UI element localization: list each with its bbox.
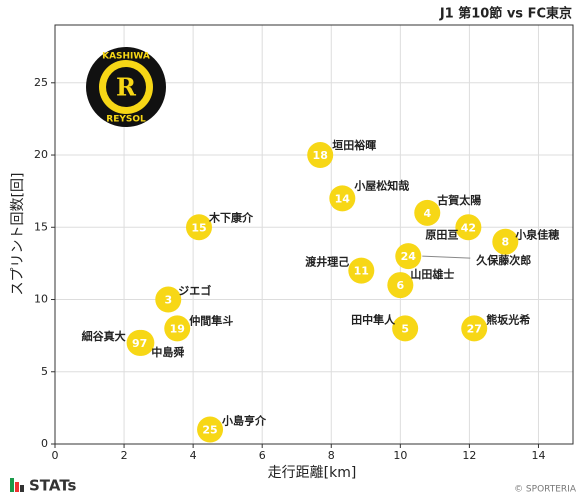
chart-title: J1 第10節 vs FC東京: [439, 6, 572, 22]
y-tick-label: 5: [41, 365, 48, 378]
point-number: 11: [354, 265, 369, 278]
y-tick-label: 15: [34, 220, 48, 233]
point: [492, 228, 519, 255]
player-point: 3 ジエゴ: [155, 284, 211, 313]
y-tick-label: 0: [41, 437, 48, 450]
point-label: 山田雄士: [410, 267, 454, 281]
point: [395, 243, 422, 270]
point-number: 42: [461, 221, 476, 234]
point-number: 3: [164, 294, 172, 307]
point-label: 中島舜: [151, 345, 184, 359]
player-point: 11 渡井理己: [305, 255, 375, 284]
player-point: 18 垣田裕暉: [307, 138, 376, 169]
y-tick-label: 25: [34, 76, 48, 89]
player-point: 4 古賀太陽: [414, 193, 481, 226]
logo-bar: [15, 482, 19, 492]
logo: KASHIWA REYSOL R: [86, 47, 166, 127]
logo-core: [106, 67, 146, 107]
point-number: 24: [401, 250, 417, 263]
leader-line: [422, 255, 471, 259]
x-tick-label: 12: [462, 449, 476, 462]
point-label: 小泉佳穂: [514, 228, 559, 242]
logo-bar: [20, 485, 24, 492]
logo-letter: R: [116, 73, 137, 102]
x-axis-label: 走行距離[km]: [268, 464, 357, 481]
footer-brand: STATs: [29, 477, 77, 495]
point-number: 97: [132, 337, 147, 350]
logo-bar: [10, 478, 14, 492]
point: [126, 329, 153, 356]
point-number: 15: [191, 221, 206, 234]
point-label: ジエゴ: [178, 284, 211, 298]
x-tick-label: 14: [531, 449, 545, 462]
point: [392, 315, 419, 342]
point-number: 18: [313, 149, 328, 162]
y-axis-label: スプリント回数[回]: [10, 173, 26, 296]
point: [461, 315, 488, 342]
point-number: 5: [401, 322, 409, 335]
player-point: 8 小泉佳穂: [492, 228, 559, 255]
point-label: 古賀太陽: [437, 193, 481, 207]
point-label: 原田亘: [425, 228, 458, 241]
point: [186, 214, 213, 241]
point: [155, 286, 182, 313]
player-point: 27 熊坂光希: [461, 312, 530, 342]
x-tick-label: 2: [121, 449, 128, 462]
y-tick-label: 20: [34, 148, 48, 161]
x-tick-label: 6: [259, 449, 266, 462]
point: [348, 257, 375, 284]
x-tick-label: 8: [328, 449, 335, 462]
point: [387, 272, 414, 299]
plot-frame: [54, 24, 574, 445]
point-label: 熊坂光希: [486, 312, 530, 326]
point-number: 4: [423, 207, 431, 220]
logo-bottom: REYSOL: [106, 115, 146, 125]
point-label: 細谷真大: [82, 329, 126, 343]
point-number: 27: [467, 322, 482, 335]
point-label: 小屋松知哉: [353, 178, 409, 192]
point: [307, 142, 334, 169]
point-label: 田中隼人: [351, 312, 396, 326]
point: [329, 185, 356, 212]
x-tick-label: 0: [52, 449, 59, 462]
point-number: 8: [501, 236, 509, 249]
x-tick-label: 10: [393, 449, 407, 462]
player-point: 6 山田雄士: [387, 267, 454, 299]
x-tick-label: 4: [190, 449, 197, 462]
point-label: 垣田裕暉: [332, 138, 376, 152]
player-point: 24 久保藤次郎: [395, 243, 531, 270]
point-label: 小島亨介: [221, 414, 267, 428]
player-point: 19 仲間隼斗: [164, 313, 233, 342]
point-number: 25: [202, 424, 217, 437]
point: [455, 214, 482, 241]
player-point: 5 田中隼人: [351, 312, 419, 342]
point-number: 14: [335, 192, 351, 205]
point: [197, 416, 224, 443]
point-label: 渡井理己: [305, 255, 349, 269]
player-point: 25 小島亨介: [197, 414, 267, 443]
point-number: 19: [170, 322, 185, 335]
point: [414, 199, 441, 226]
point-label: 久保藤次郎: [476, 253, 531, 267]
point-number: 6: [397, 279, 405, 292]
player-point: 97 細谷真大: [82, 329, 153, 356]
logo-top: KASHIWA: [102, 52, 150, 62]
footer-logo: STATs: [10, 477, 77, 495]
point-label: 仲間隼斗: [189, 313, 233, 327]
footer-copyright: © SPORTERIA: [514, 485, 577, 495]
point: [164, 315, 191, 342]
point-label: 木下康介: [208, 210, 254, 224]
y-tick-label: 10: [34, 293, 48, 306]
